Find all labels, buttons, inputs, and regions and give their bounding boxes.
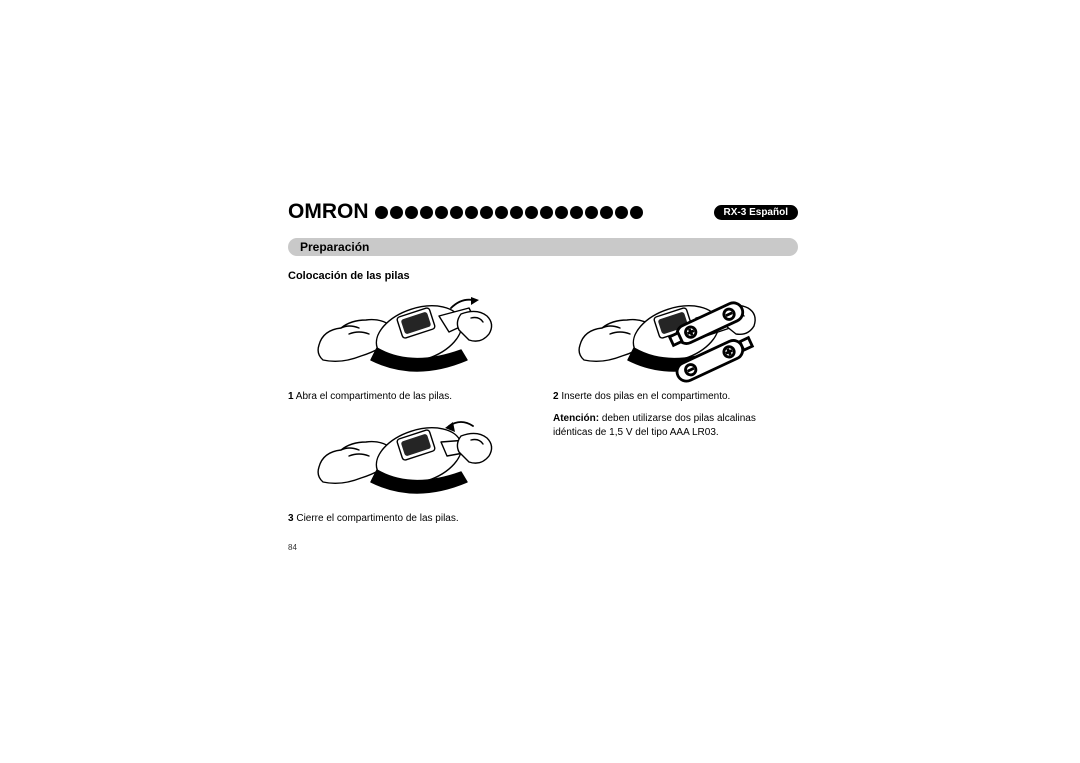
decorative-dot bbox=[495, 206, 508, 219]
decorative-dot bbox=[435, 206, 448, 219]
decorative-dot bbox=[405, 206, 418, 219]
decorative-dot bbox=[465, 206, 478, 219]
illustration-step-1 bbox=[311, 290, 511, 384]
decorative-dot bbox=[420, 206, 433, 219]
page-header: OMRON RX-3 Español bbox=[288, 200, 798, 224]
left-column: 1 Abra el compartimento de las pilas. bbox=[288, 290, 533, 553]
step-2-number: 2 bbox=[553, 391, 559, 402]
step-1: 1 Abra el compartimento de las pilas. bbox=[288, 390, 533, 404]
subheading: Colocación de las pilas bbox=[288, 270, 798, 282]
decorative-dot bbox=[630, 206, 643, 219]
decorative-dot bbox=[510, 206, 523, 219]
step-2: 2 Inserte dos pilas en el compartimento. bbox=[553, 390, 798, 404]
decorative-dots bbox=[375, 206, 708, 219]
decorative-dot bbox=[480, 206, 493, 219]
illustration-step-3 bbox=[311, 412, 511, 506]
decorative-dot bbox=[570, 206, 583, 219]
illustration-step-2 bbox=[576, 290, 776, 384]
content-columns: 1 Abra el compartimento de las pilas. bbox=[288, 290, 798, 553]
step-3-number: 3 bbox=[288, 513, 294, 524]
step-2-note-bold: Atención: bbox=[553, 413, 599, 424]
decorative-dot bbox=[450, 206, 463, 219]
right-column: 2 Inserte dos pilas en el compartimento.… bbox=[553, 290, 798, 553]
language-badge: RX-3 Español bbox=[714, 205, 798, 220]
decorative-dot bbox=[375, 206, 388, 219]
decorative-dot bbox=[555, 206, 568, 219]
step-3-text: Cierre el compartimento de las pilas. bbox=[296, 513, 458, 524]
section-title-bar: Preparación bbox=[288, 238, 798, 256]
decorative-dot bbox=[615, 206, 628, 219]
decorative-dot bbox=[540, 206, 553, 219]
section-title: Preparación bbox=[300, 240, 369, 254]
decorative-dot bbox=[525, 206, 538, 219]
decorative-dot bbox=[390, 206, 403, 219]
step-2-text: Inserte dos pilas en el compartimento. bbox=[561, 391, 730, 402]
brand-logo: OMRON bbox=[288, 200, 369, 224]
batteries-icon bbox=[612, 294, 812, 388]
decorative-dot bbox=[600, 206, 613, 219]
step-1-text: Abra el compartimento de las pilas. bbox=[296, 391, 452, 402]
step-2-note: Atención: deben utilizarse dos pilas alc… bbox=[553, 412, 798, 440]
page-number: 84 bbox=[288, 542, 533, 553]
manual-page: OMRON RX-3 Español Preparación Colocació… bbox=[288, 200, 798, 553]
decorative-dot bbox=[585, 206, 598, 219]
step-1-number: 1 bbox=[288, 391, 294, 402]
step-3: 3 Cierre el compartimento de las pilas. bbox=[288, 512, 533, 526]
